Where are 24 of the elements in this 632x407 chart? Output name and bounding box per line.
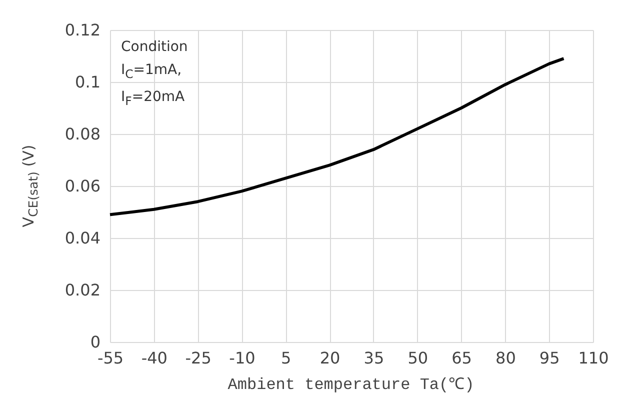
x-tick-label: 95: [539, 348, 560, 368]
y-tick-label: 0.1: [75, 72, 100, 92]
y-tick-label: 0.08: [64, 124, 100, 144]
x-tick-label: 20: [320, 348, 340, 368]
line-series: [108, 57, 566, 216]
y-tick-label: 0.02: [64, 280, 100, 300]
x-tick-label: -55: [97, 348, 124, 368]
x-tick-label: 65: [452, 348, 472, 368]
annotation: Condition: [121, 38, 188, 57]
x-tick-label: 80: [496, 348, 516, 368]
x-tick-label: -10: [229, 348, 256, 368]
x-axis-title: Ambient temperature Ta(℃): [228, 375, 474, 394]
x-tick-label: 50: [408, 348, 428, 368]
y-tick-label: 0.06: [64, 176, 100, 196]
x-tick-label: 5: [281, 348, 292, 368]
y-tick-label: 0.12: [64, 20, 100, 40]
y-tick-label: 0.04: [64, 228, 100, 248]
x-tick-label: 110: [578, 348, 609, 368]
x-tick-label: 35: [364, 348, 384, 368]
annotation: I$_{F}$=20mA: [121, 88, 186, 110]
annotation: I$_{C}$=1mA,: [121, 61, 183, 83]
y-tick-label: 0: [90, 332, 100, 352]
x-tick-label: -25: [185, 348, 212, 368]
x-tick-label: -40: [141, 348, 168, 368]
